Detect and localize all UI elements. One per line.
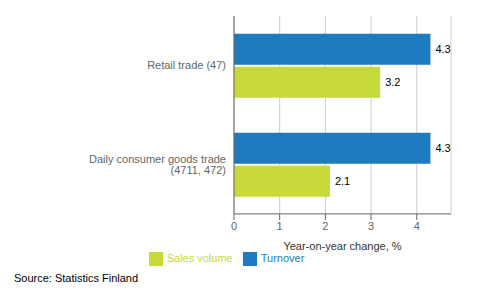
svg-text:2: 2	[322, 220, 328, 232]
svg-text:Retail trade (47): Retail trade (47)	[147, 59, 226, 71]
svg-text:4: 4	[414, 220, 420, 232]
html-text:Sales volume: Sales volume	[166, 251, 233, 264]
svg-text:3: 3	[368, 220, 374, 232]
html-text:Turnover: Turnover	[260, 251, 305, 264]
svg-text:4.3: 4.3	[435, 43, 450, 55]
svg-text:0: 0	[231, 220, 237, 232]
svg-text:Year-on-year change, %: Year-on-year change, %	[283, 240, 401, 252]
svg-text:4.3: 4.3	[435, 142, 450, 154]
svg-text:Daily consumer goods trade(471: Daily consumer goods trade(4711, 472)	[89, 153, 226, 176]
html-text:Source: Statistics Finland: Source: Statistics Finland	[14, 272, 139, 284]
svg-text:2.1: 2.1	[335, 175, 350, 187]
svg-text:1: 1	[277, 220, 283, 232]
svg-text:3.2: 3.2	[385, 76, 400, 88]
